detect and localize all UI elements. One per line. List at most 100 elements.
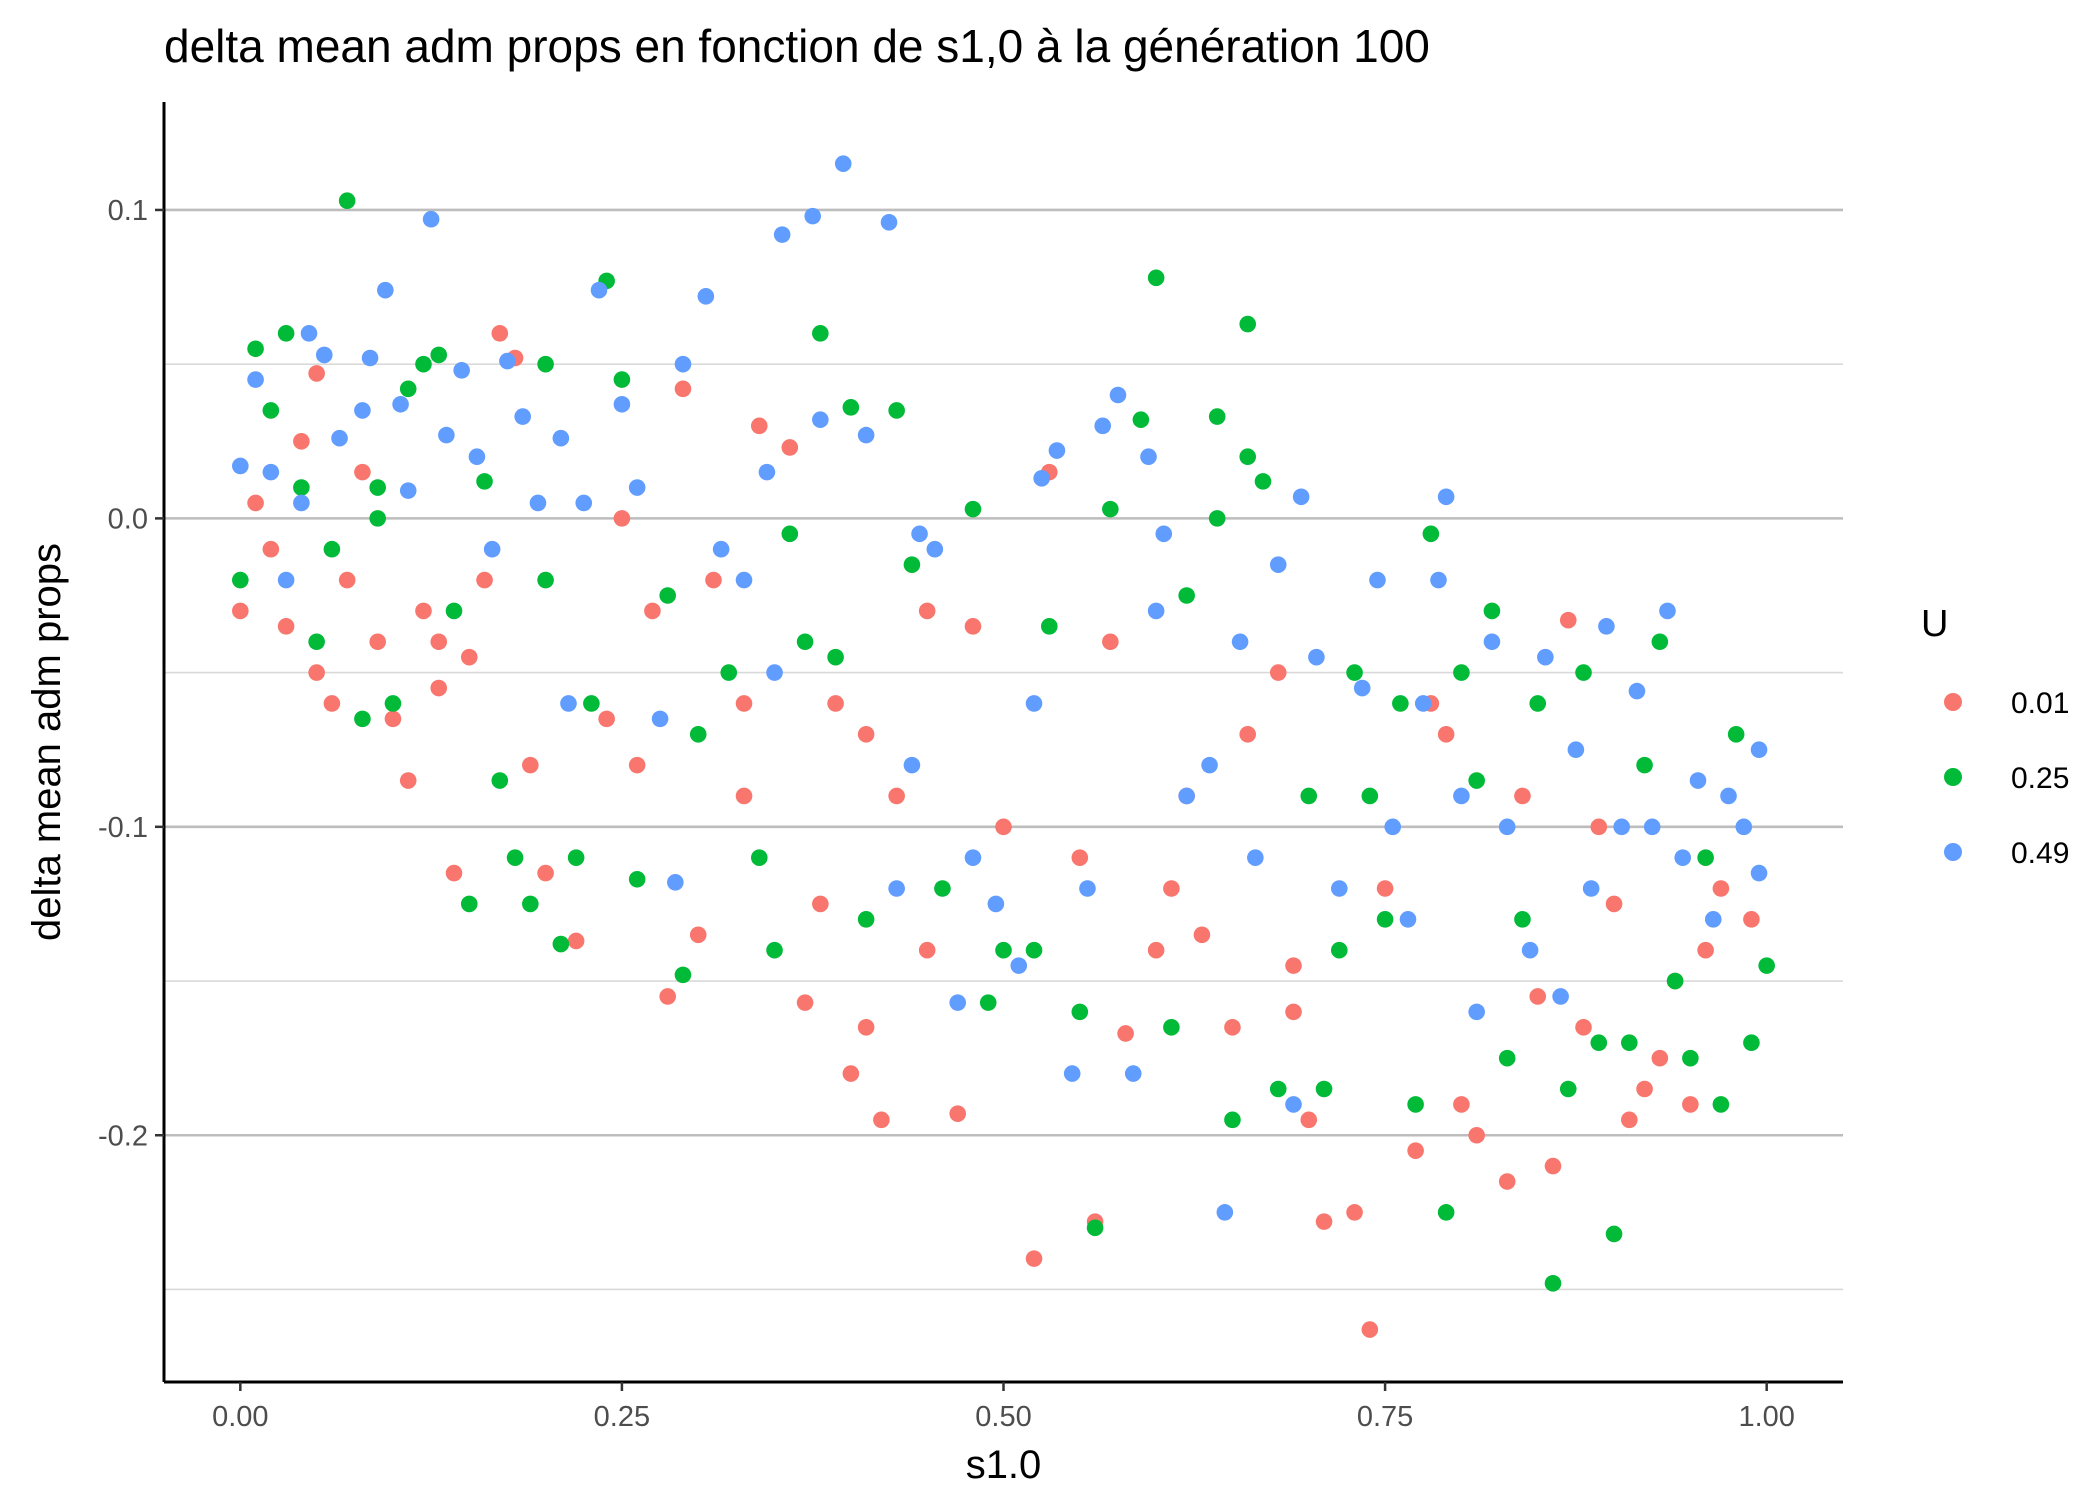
point-u0.01-54 bbox=[1300, 1111, 1318, 1129]
point-u0.25-37 bbox=[857, 911, 875, 928]
point-u0.01-5 bbox=[308, 365, 325, 382]
point-u0.01-1 bbox=[247, 494, 264, 512]
point-u0.25-46 bbox=[1071, 1003, 1089, 1021]
y-tick-label-0: -0.2 bbox=[98, 1120, 148, 1152]
point-u0.49-24 bbox=[590, 281, 608, 299]
point-u0.25-51 bbox=[1163, 1019, 1180, 1036]
point-u0.01-65 bbox=[1529, 988, 1547, 1005]
point-u0.25-39 bbox=[903, 556, 921, 573]
point-u0.49-35 bbox=[804, 207, 822, 225]
point-u0.49-58 bbox=[1216, 1204, 1234, 1221]
point-u0.01-15 bbox=[460, 648, 478, 666]
point-u0.01-24 bbox=[659, 988, 676, 1005]
point-u0.25-86 bbox=[1727, 725, 1745, 743]
point-u0.01-22 bbox=[598, 710, 615, 728]
point-u0.49-5 bbox=[300, 325, 318, 342]
point-u0.49-70 bbox=[1414, 695, 1432, 712]
point-u0.01-11 bbox=[399, 772, 417, 789]
point-u0.25-16 bbox=[476, 473, 493, 490]
point-u0.01-58 bbox=[1376, 880, 1394, 897]
legend-label-0: 0.01 bbox=[2011, 687, 2069, 720]
point-u0.01-50 bbox=[1224, 1019, 1241, 1036]
point-u0.25-43 bbox=[995, 941, 1012, 959]
point-u0.25-79 bbox=[1621, 1034, 1638, 1052]
point-u0.01-0 bbox=[232, 602, 249, 620]
point-u0.01-89 bbox=[857, 725, 875, 743]
point-u0.49-45 bbox=[987, 895, 1005, 913]
point-u0.25-5 bbox=[308, 633, 325, 651]
point-u0.01-17 bbox=[491, 325, 509, 342]
point-u0.49-29 bbox=[674, 355, 692, 373]
point-u0.25-17 bbox=[491, 772, 509, 789]
point-u0.49-41 bbox=[911, 525, 928, 543]
point-u0.49-47 bbox=[1033, 469, 1050, 487]
point-u0.01-51 bbox=[1239, 725, 1257, 743]
minor-gridlines bbox=[164, 363, 1843, 1291]
point-u0.49-51 bbox=[1094, 417, 1112, 435]
point-u0.01-84 bbox=[735, 695, 753, 712]
point-u0.25-56 bbox=[1254, 473, 1272, 490]
y-tick-label-1: -0.1 bbox=[98, 812, 148, 844]
point-u0.49-61 bbox=[1269, 556, 1287, 573]
point-u0.25-85 bbox=[1712, 1096, 1730, 1113]
point-u0.49-21 bbox=[552, 429, 570, 447]
point-u0.01-21 bbox=[567, 932, 585, 950]
point-u0.25-90 bbox=[1208, 510, 1226, 527]
point-u0.49-17 bbox=[483, 540, 501, 558]
point-u0.49-75 bbox=[1483, 633, 1501, 651]
point-u0.01-88 bbox=[613, 510, 631, 527]
point-u0.01-62 bbox=[1468, 1126, 1485, 1144]
point-u0.25-93 bbox=[537, 571, 554, 589]
point-u0.49-85 bbox=[1643, 818, 1661, 836]
point-u0.49-69 bbox=[1399, 911, 1417, 928]
point-u0.49-8 bbox=[354, 402, 371, 419]
point-u0.01-16 bbox=[476, 571, 493, 589]
point-u0.01-14 bbox=[445, 864, 463, 882]
point-u0.25-89 bbox=[1239, 448, 1257, 465]
legend-title: U bbox=[1921, 603, 1948, 645]
x-tick-label-1: 0.25 bbox=[594, 1401, 650, 1433]
point-u0.25-4 bbox=[293, 479, 310, 496]
point-u0.01-63 bbox=[1498, 1173, 1516, 1190]
point-u0.49-92 bbox=[1750, 741, 1768, 759]
point-u0.01-66 bbox=[1544, 1157, 1562, 1175]
point-u0.01-9 bbox=[369, 633, 386, 651]
point-u0.25-66 bbox=[1422, 525, 1440, 543]
point-u0.25-31 bbox=[750, 849, 768, 866]
point-u0.49-54 bbox=[1140, 448, 1157, 465]
x-tick-label-0: 0.00 bbox=[212, 1401, 268, 1433]
point-u0.01-78 bbox=[1285, 957, 1302, 974]
point-u0.49-87 bbox=[1674, 849, 1692, 866]
point-u0.01-81 bbox=[644, 602, 661, 620]
point-u0.49-63 bbox=[1292, 488, 1310, 506]
legend: U 0.01 0.25 0.49 bbox=[1921, 603, 2069, 870]
point-u0.49-31 bbox=[712, 540, 730, 558]
point-u0.01-76 bbox=[1712, 880, 1730, 897]
point-u0.49-15 bbox=[453, 362, 470, 379]
point-u0.25-88 bbox=[1758, 957, 1775, 974]
point-u0.01-27 bbox=[705, 571, 722, 589]
point-u0.49-4 bbox=[293, 494, 310, 512]
point-u0.49-76 bbox=[1498, 818, 1516, 836]
y-axis-ticks: -0.2 -0.1 0.0 0.1 bbox=[98, 195, 164, 1152]
point-u0.25-71 bbox=[1498, 1049, 1516, 1067]
point-u0.25-62 bbox=[1361, 787, 1379, 805]
point-u0.49-37 bbox=[834, 155, 852, 172]
legend-key-2 bbox=[1944, 843, 1962, 861]
point-u0.01-49 bbox=[1193, 926, 1211, 944]
point-u0.49-64 bbox=[1308, 648, 1325, 666]
point-u0.49-90 bbox=[1720, 787, 1737, 805]
point-u0.25-22 bbox=[567, 849, 585, 866]
point-u0.01-4 bbox=[293, 432, 310, 450]
point-u0.01-19 bbox=[522, 756, 539, 774]
point-u0.49-95 bbox=[1025, 695, 1043, 712]
point-u0.49-9 bbox=[361, 349, 379, 367]
point-u0.49-38 bbox=[857, 426, 875, 444]
legend-label-2: 0.49 bbox=[2011, 837, 2069, 870]
point-u0.49-67 bbox=[1369, 571, 1386, 589]
point-u0.49-0 bbox=[232, 457, 249, 475]
x-axis-ticks: 0.00 0.25 0.50 0.75 1.00 bbox=[212, 1382, 1795, 1433]
point-u0.01-67 bbox=[1575, 1019, 1592, 1036]
point-u0.25-19 bbox=[522, 895, 539, 913]
